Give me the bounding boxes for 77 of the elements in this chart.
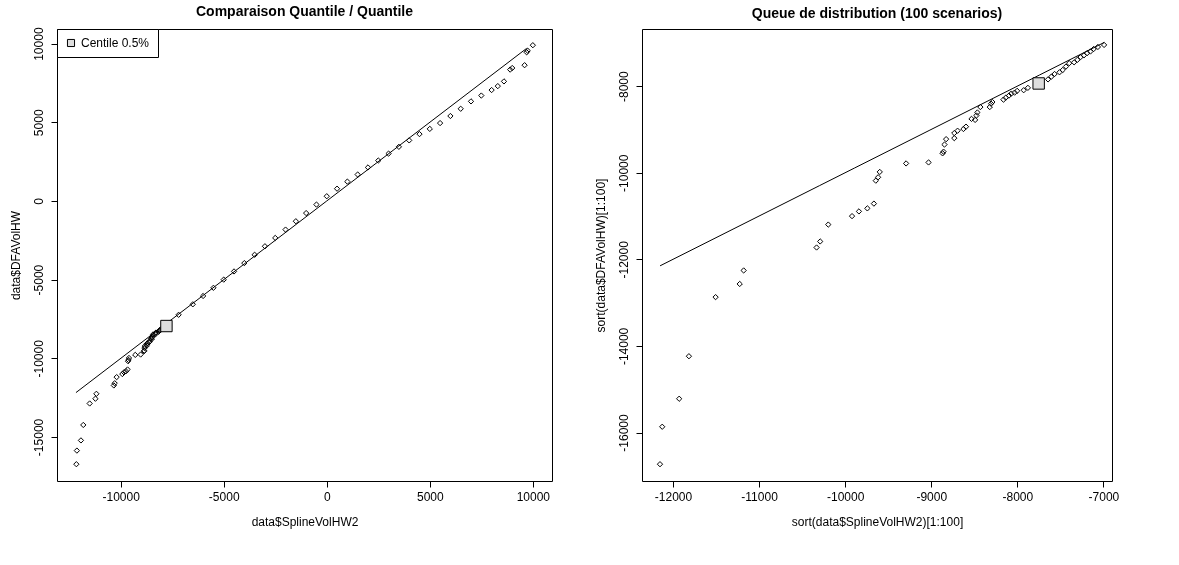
x-axis-title: sort(data$SplineVolHW2)[1:100]: [791, 514, 964, 529]
point: [954, 127, 961, 134]
y-tick-label: -10000: [31, 339, 46, 378]
point: [1020, 87, 1027, 94]
chart-title: Comparaison Quantile / Quantile: [195, 2, 414, 19]
y-tick-label: -5000: [31, 264, 46, 296]
y-tick-label: -12000: [616, 240, 631, 279]
legend-label: Centile 0.5%: [81, 36, 150, 50]
x-axis-title: data$SplineVolHW2: [251, 514, 359, 529]
point: [1094, 43, 1102, 51]
point: [740, 267, 747, 274]
point: [1090, 45, 1097, 53]
point: [813, 244, 820, 251]
point: [685, 353, 693, 360]
point: [870, 200, 878, 207]
x-tick-label: 10000: [516, 489, 551, 504]
point: [736, 280, 743, 288]
point: [656, 461, 664, 468]
point: [925, 159, 932, 166]
y-tick-label: 10000: [31, 27, 46, 61]
point: [951, 135, 958, 142]
point: [1051, 70, 1058, 78]
point: [951, 129, 958, 137]
point: [1048, 73, 1055, 80]
point: [676, 395, 683, 402]
x-tick-label: -9000: [916, 489, 948, 504]
y-tick-label: -16000: [616, 414, 631, 452]
point: [1062, 63, 1070, 70]
x-tick-label: -8000: [1002, 489, 1034, 504]
point: [848, 212, 856, 220]
point: [825, 221, 832, 228]
point: [1032, 77, 1045, 90]
point: [864, 205, 871, 212]
point: [1080, 52, 1087, 59]
point: [1100, 41, 1108, 49]
x-tick-label: -10000: [102, 489, 141, 504]
point: [941, 141, 948, 148]
point: [973, 112, 980, 119]
point: [876, 168, 883, 176]
point: [1087, 48, 1094, 55]
point: [1011, 89, 1018, 96]
y-tick-label: -8000: [616, 70, 631, 102]
y-tick-label: 5000: [31, 109, 46, 137]
chart-title: Queue de distribution (100 scenarios): [751, 5, 1003, 21]
y-tick-label: -14000: [616, 327, 631, 366]
point: [1013, 87, 1021, 95]
x-tick-label: -12000: [654, 489, 693, 504]
y-axis-title: sort(data$DFAVolHW)[1:100]: [593, 178, 608, 333]
point: [977, 103, 984, 111]
point: [855, 208, 863, 215]
point: [872, 177, 879, 184]
point: [1008, 90, 1015, 97]
y-tick-label: -15000: [31, 418, 46, 457]
point: [1024, 84, 1032, 91]
y-axis-title: data$DFAVolHW: [8, 210, 23, 301]
x-tick-label: -7000: [1088, 489, 1120, 504]
point: [712, 293, 719, 301]
point: [1066, 60, 1073, 67]
point: [971, 116, 979, 124]
x-tick-label: -11000: [741, 489, 779, 504]
x-tick-label: -10000: [826, 489, 865, 504]
y-tick-label: -10000: [616, 154, 631, 192]
point: [874, 174, 882, 181]
point: [1083, 49, 1091, 57]
x-tick-label: 5000: [416, 489, 444, 504]
point: [1005, 92, 1013, 99]
point: [1059, 66, 1066, 74]
point: [942, 136, 950, 143]
point: [1056, 69, 1063, 76]
point: [1077, 53, 1084, 61]
x-tick-label: 0: [323, 489, 331, 504]
y-tick-label: 0: [31, 197, 46, 205]
point: [659, 423, 666, 430]
point: [974, 109, 981, 116]
point: [817, 238, 824, 245]
x-tick-label: -5000: [208, 489, 240, 504]
point: [902, 160, 910, 167]
